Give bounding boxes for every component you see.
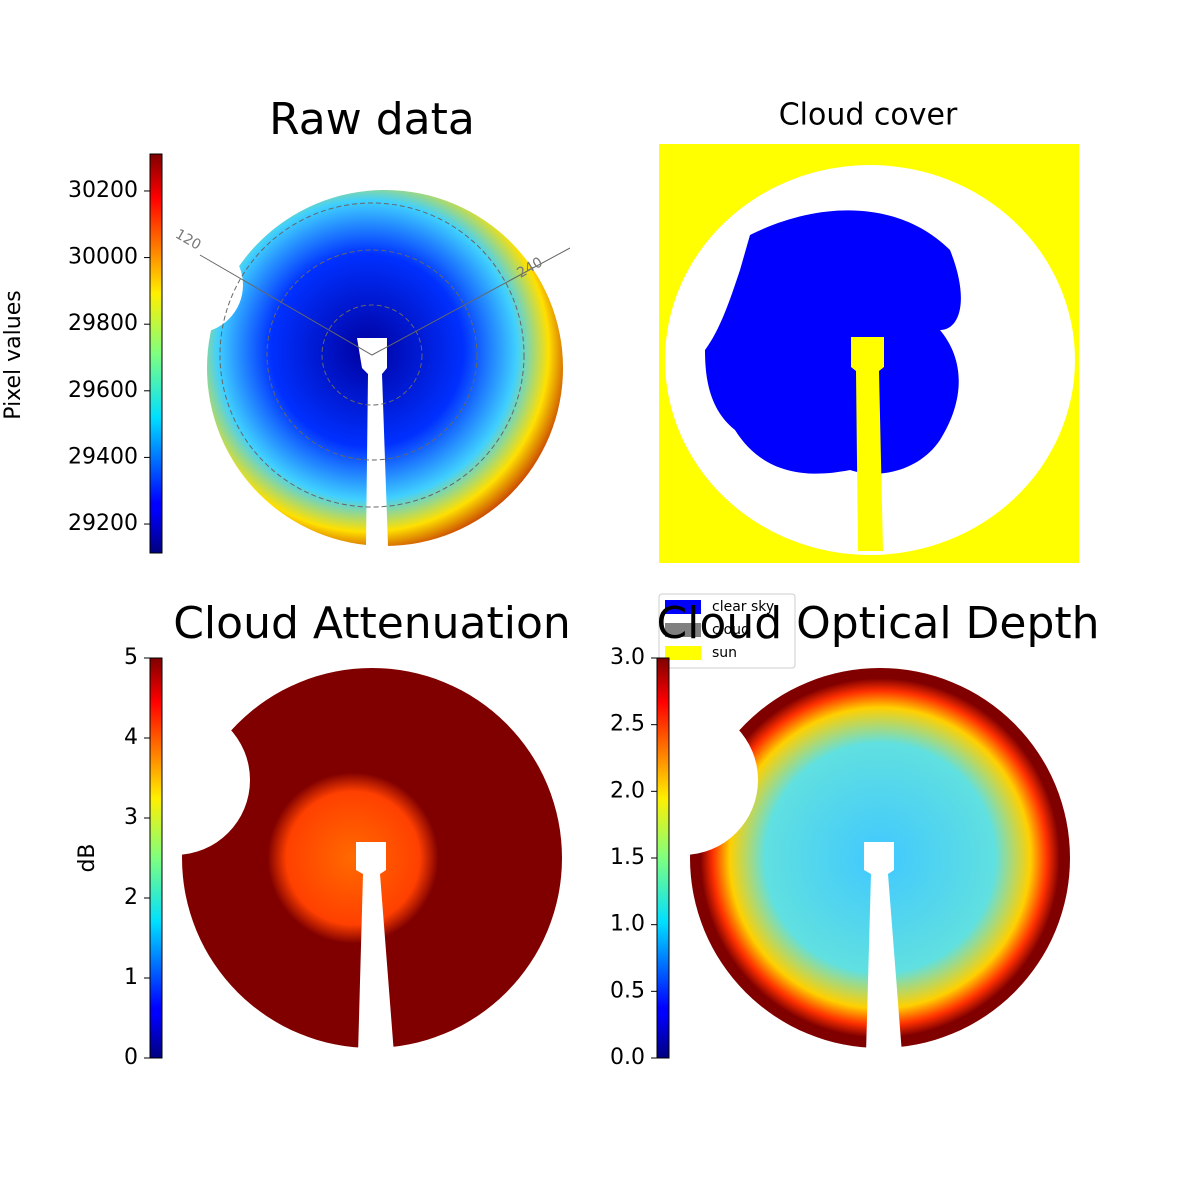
colorbar-tick-label: 0.0 (610, 1045, 645, 1070)
colorbar (149, 657, 163, 1059)
legend-label: clear sky (712, 599, 774, 615)
attenuation-image (182, 668, 562, 1048)
colorbar (149, 153, 163, 554)
colorbar-tick-label: 2.5 (610, 712, 645, 737)
cloud-cover-image (659, 144, 1079, 563)
legend-label: sun (712, 645, 737, 661)
panel-title: Cloud Attenuation (173, 598, 571, 649)
colorbar-tick-label: 1.5 (610, 845, 645, 870)
legend-swatch (665, 600, 701, 614)
legend-swatch (665, 646, 701, 660)
colorbar-tick-label: 29600 (68, 378, 138, 403)
colorbar-tick-label: 0.5 (610, 978, 645, 1003)
raw-image (207, 190, 563, 546)
panel-title: Cloud cover (779, 98, 958, 133)
colorbar-tick-label: 30000 (68, 245, 138, 270)
colorbar (656, 657, 670, 1059)
colorbar-label: dB (75, 843, 100, 872)
colorbar-label: Pixel values (1, 290, 26, 419)
colorbar-tick-label: 3 (124, 805, 138, 830)
colorbar-tick-label: 30200 (68, 178, 138, 203)
colorbar-tick-label: 3.0 (610, 645, 645, 670)
polar-label: 120 (172, 226, 203, 253)
colorbar-tick-label: 29400 (68, 444, 138, 469)
colorbar-tick-label: 1 (124, 965, 138, 990)
legend-label: cloud (712, 622, 750, 638)
colorbar-tick-label: 2 (124, 885, 138, 910)
colorbar-tick-label: 29800 (68, 311, 138, 336)
colorbar-tick-label: 1.0 (610, 912, 645, 937)
colorbar-tick-label: 5 (124, 645, 138, 670)
panel-title: Cloud Optical Depth (656, 598, 1099, 649)
panel-title: Raw data (269, 94, 475, 145)
colorbar-tick-label: 0 (124, 1045, 138, 1070)
legend-swatch (665, 623, 701, 637)
colorbar-tick-label: 29200 (68, 511, 138, 536)
polar-grid (199, 202, 571, 508)
colorbar-tick-label: 2.0 (610, 778, 645, 803)
colorbar-tick-label: 4 (124, 725, 138, 750)
optical-depth-image (690, 668, 1070, 1048)
